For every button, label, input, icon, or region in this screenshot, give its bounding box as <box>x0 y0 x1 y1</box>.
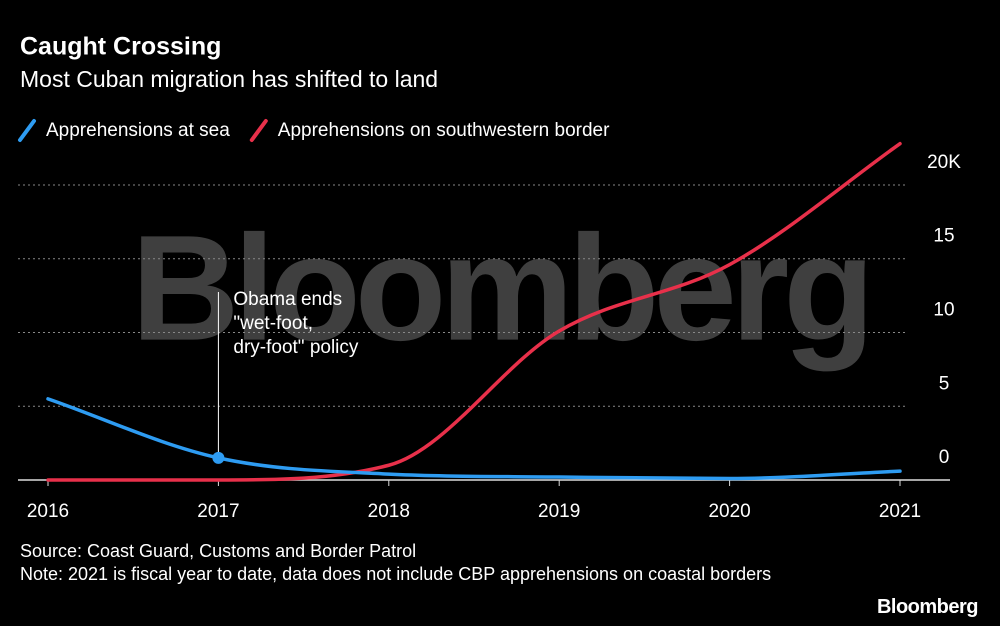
y-tick-label: 5 <box>939 373 950 394</box>
note: Note: 2021 is fiscal year to date, data … <box>20 564 772 584</box>
series-line <box>46 397 902 481</box>
y-tick-label: 15 <box>933 226 954 247</box>
legend-label: Apprehensions on southwestern border <box>278 120 610 141</box>
annotation-text: dry-foot" policy <box>233 337 359 358</box>
series-line <box>46 141 902 482</box>
y-tick-label: 10 <box>933 299 954 320</box>
legend-swatch <box>18 119 36 142</box>
y-tick-label: 0 <box>939 447 950 468</box>
chart-title: Caught Crossing <box>20 33 221 61</box>
x-tick-label: 2021 <box>879 501 921 522</box>
watermark: Bloomberg <box>131 204 869 372</box>
annotation-text: "wet-foot, <box>233 313 313 334</box>
annotation-text: Obama ends <box>233 289 342 310</box>
brand: Bloomberg <box>876 596 979 618</box>
legend-label: Apprehensions at sea <box>46 120 230 141</box>
source: Source: Coast Guard, Customs and Border … <box>20 541 417 561</box>
x-tick-label: 2018 <box>368 501 410 522</box>
x-tick-label: 2020 <box>708 501 750 522</box>
chart-subtitle: Most Cuban migration has shifted to land <box>20 66 438 92</box>
x-tick-label: 2016 <box>27 501 69 522</box>
annotation-dot <box>212 451 225 464</box>
x-tick-label: 2017 <box>197 501 239 522</box>
legend-swatch <box>249 119 268 142</box>
y-tick-label: 20K <box>927 152 961 173</box>
x-tick-label: 2019 <box>538 501 580 522</box>
